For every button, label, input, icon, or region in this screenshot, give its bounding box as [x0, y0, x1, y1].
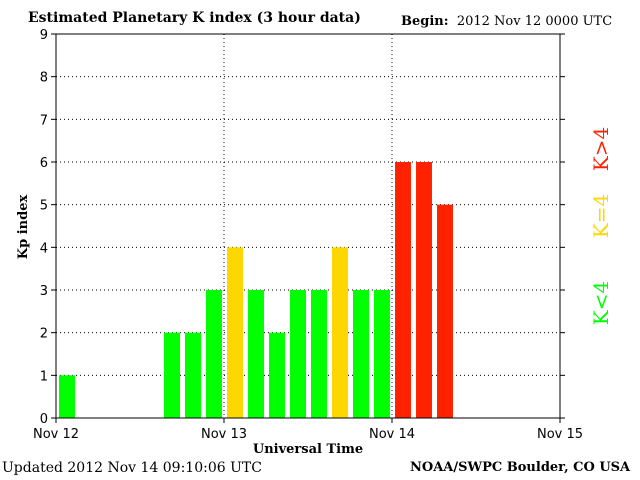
- x-tick-label: Nov 12: [33, 427, 79, 442]
- kp-bar: [311, 290, 327, 418]
- kp-bar: [164, 332, 180, 418]
- kp-bar: [416, 162, 432, 418]
- kp-bar: [185, 332, 201, 418]
- legend-entry: K=4: [589, 194, 613, 238]
- y-tick-label: 3: [40, 284, 48, 299]
- chart-title: Estimated Planetary K index (3 hour data…: [28, 10, 361, 26]
- y-tick-label: 4: [40, 241, 48, 256]
- y-axis-label: Kp index: [16, 195, 31, 260]
- begin-date: Begin: 2012 Nov 12 0000 UTC: [401, 14, 612, 29]
- x-tick-label: Nov 13: [201, 427, 247, 442]
- kp-bar: [59, 375, 75, 418]
- kp-bar: [269, 332, 285, 418]
- y-tick-label: 6: [40, 156, 48, 171]
- credit-line: NOAA/SWPC Boulder, CO USA: [410, 460, 631, 475]
- kp-bar: [206, 290, 222, 418]
- kp-bar: [332, 247, 348, 418]
- legend-entry: K>4: [589, 127, 613, 171]
- begin-value: 2012 Nov 12 0000 UTC: [456, 14, 613, 29]
- x-axis-label: Universal Time: [253, 442, 363, 457]
- kp-bar: [290, 290, 306, 418]
- kp-bar: [437, 204, 453, 418]
- legend: K<4 K=4 K>4: [589, 127, 613, 325]
- y-tick-label: 9: [40, 28, 48, 43]
- x-ticks: Nov 12 Nov 13 Nov 14 Nov 15: [33, 418, 583, 442]
- x-tick-label: Nov 15: [537, 427, 583, 442]
- y-ticks: 0 1 2 3 4 5 6 7 8 9: [40, 28, 565, 427]
- y-tick-label: 5: [40, 199, 48, 214]
- kp-bar: [395, 162, 411, 418]
- y-tick-label: 1: [40, 369, 48, 384]
- kp-bar: [248, 290, 264, 418]
- kp-bar: [353, 290, 369, 418]
- kp-bar: [374, 290, 390, 418]
- y-tick-label: 8: [40, 71, 48, 86]
- y-tick-label: 7: [40, 113, 48, 128]
- grid: [56, 34, 560, 418]
- x-tick-label: Nov 14: [369, 427, 415, 442]
- kp-bar: [227, 247, 243, 418]
- updated-timestamp: Updated 2012 Nov 14 09:10:06 UTC: [2, 460, 262, 476]
- bars: [59, 162, 453, 418]
- plot-frame: [55, 33, 561, 419]
- y-tick-label: 0: [40, 412, 48, 427]
- legend-entry: K<4: [589, 281, 613, 325]
- y-tick-label: 2: [40, 327, 48, 342]
- begin-label: Begin:: [401, 14, 449, 29]
